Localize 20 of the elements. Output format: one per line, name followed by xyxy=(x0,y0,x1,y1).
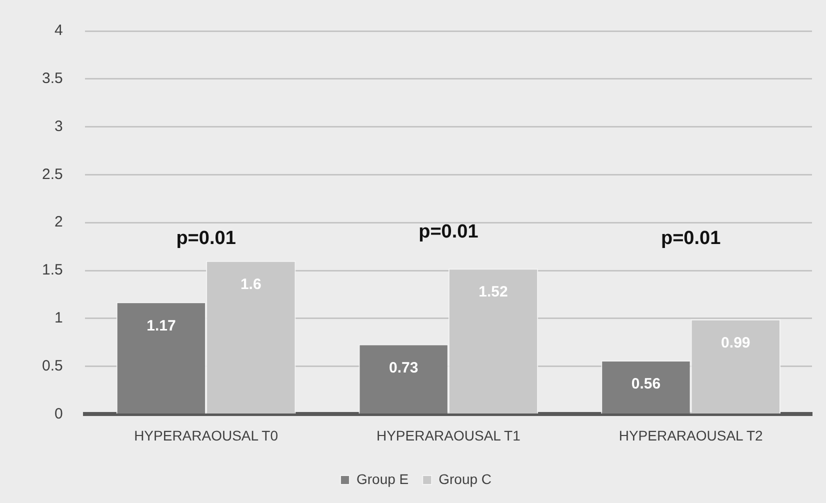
annotation: p=0.01 xyxy=(176,228,236,250)
y-tick-label: 4 xyxy=(54,22,63,40)
legend-label: Group E xyxy=(356,470,409,487)
annotation: p=0.01 xyxy=(418,221,479,242)
y-tick-label: 0 xyxy=(54,405,63,422)
x-tick-label: HYPERARAOUSAL T0 xyxy=(134,427,278,444)
y-tick-label: 2.5 xyxy=(42,166,63,183)
y-tick-label: 1 xyxy=(54,310,63,327)
y-tick-label: 3.5 xyxy=(42,70,63,88)
data-label: 1.17 xyxy=(146,317,176,334)
x-tick-label: HYPERARAOUSAL T2 xyxy=(618,427,763,444)
y-tick-label: 3 xyxy=(54,118,63,135)
data-label: 0.56 xyxy=(631,376,661,393)
y-tick-label: 0.5 xyxy=(42,357,63,374)
y-tick-label: 2 xyxy=(54,214,63,231)
data-label: 0.73 xyxy=(388,359,418,376)
y-tick-label: 1.5 xyxy=(42,262,63,279)
x-tick-label: HYPERARAOUSAL T1 xyxy=(376,427,521,444)
annotation: p=0.01 xyxy=(660,228,722,250)
legend-label: Group C xyxy=(438,470,492,487)
